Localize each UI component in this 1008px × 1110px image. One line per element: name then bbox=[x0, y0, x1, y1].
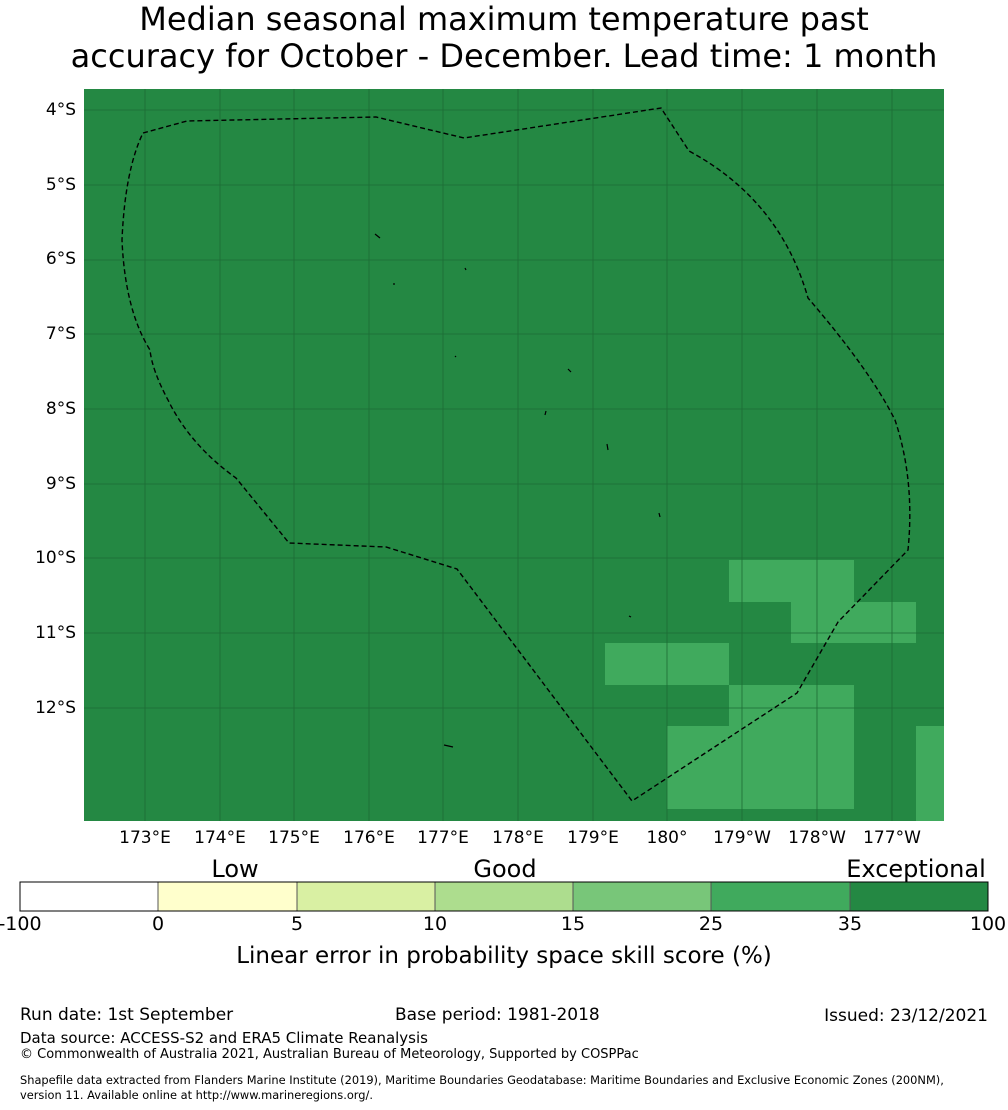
skill-patch bbox=[667, 726, 854, 809]
run-date: Run date: 1st September bbox=[20, 1005, 234, 1025]
legend-category-good: Good bbox=[473, 855, 537, 883]
lon-label: 176°E bbox=[343, 828, 395, 848]
legend-swatch bbox=[20, 882, 158, 911]
legend-tick: 15 bbox=[560, 913, 586, 935]
legend-tick: 0 bbox=[151, 913, 165, 935]
island bbox=[628, 615, 632, 618]
legend-tick: 5 bbox=[290, 913, 304, 935]
legend-tick: 10 bbox=[422, 913, 448, 935]
lon-label: 178°E bbox=[492, 828, 544, 848]
skill-patch bbox=[791, 602, 916, 643]
island bbox=[464, 267, 467, 271]
lat-label: 4°S bbox=[45, 100, 76, 120]
legend-swatch bbox=[435, 882, 573, 911]
legend-tick: 25 bbox=[698, 913, 724, 935]
legend-tick: -100 bbox=[0, 913, 42, 935]
map-title-line-1: Median seasonal maximum temperature past bbox=[139, 0, 869, 38]
lat-label: 8°S bbox=[45, 399, 76, 419]
lon-label: 177°W bbox=[863, 828, 921, 848]
eez-boundary bbox=[121, 107, 911, 802]
island bbox=[606, 443, 609, 451]
lat-label: 9°S bbox=[45, 474, 76, 494]
shapefile-credit-line-2: version 11. Available online at http://w… bbox=[20, 1088, 373, 1102]
legend-swatch bbox=[573, 882, 711, 911]
issued-date: Issued: 23/12/2021 bbox=[824, 1006, 988, 1026]
islands bbox=[374, 233, 661, 748]
legend-swatch bbox=[158, 882, 297, 911]
legend-swatch bbox=[711, 882, 850, 911]
copyright: © Commonwealth of Australia 2021, Austra… bbox=[20, 1047, 639, 1062]
lon-label: 179°W bbox=[713, 828, 771, 848]
legend-axis-label: Linear error in probability space skill … bbox=[236, 943, 772, 969]
legend-tick: 100 bbox=[969, 913, 1007, 935]
lat-label: 12°S bbox=[35, 698, 76, 718]
shapefile-credit-line-1: Shapefile data extracted from Flanders M… bbox=[20, 1073, 944, 1087]
map-gridlines bbox=[84, 89, 944, 821]
base-period: Base period: 1981-2018 bbox=[395, 1005, 600, 1025]
legend-category-low: Low bbox=[211, 855, 259, 883]
lon-label: 177°E bbox=[417, 828, 469, 848]
map-title-line-2: accuracy for October - December. Lead ti… bbox=[70, 37, 938, 75]
legend-swatch bbox=[850, 882, 988, 911]
legend-swatch bbox=[297, 882, 435, 911]
legend-category-exceptional: Exceptional bbox=[846, 855, 986, 883]
skill-patch bbox=[729, 685, 854, 727]
lat-label: 11°S bbox=[35, 623, 76, 643]
lat-label: 6°S bbox=[45, 249, 76, 269]
lon-label: 174°E bbox=[194, 828, 246, 848]
skill-patch bbox=[916, 726, 944, 821]
island bbox=[443, 744, 454, 748]
lat-label: 5°S bbox=[45, 175, 76, 195]
data-source: Data source: ACCESS-S2 and ERA5 Climate … bbox=[20, 1029, 428, 1047]
lon-label: 173°E bbox=[119, 828, 171, 848]
island bbox=[454, 355, 457, 358]
lon-label: 178°W bbox=[788, 828, 846, 848]
lat-label: 10°S bbox=[35, 548, 76, 568]
legend-colorbar bbox=[19, 881, 989, 912]
skill-patch bbox=[729, 560, 854, 602]
island bbox=[658, 512, 661, 518]
lon-label: 175°E bbox=[268, 828, 320, 848]
island bbox=[544, 410, 547, 416]
lat-label: 7°S bbox=[45, 324, 76, 344]
lon-label: 180° bbox=[646, 828, 688, 848]
island bbox=[567, 368, 572, 373]
island bbox=[374, 233, 381, 239]
skill-patches bbox=[605, 560, 944, 821]
lon-label: 179°E bbox=[567, 828, 619, 848]
legend-tick: 35 bbox=[837, 913, 863, 935]
